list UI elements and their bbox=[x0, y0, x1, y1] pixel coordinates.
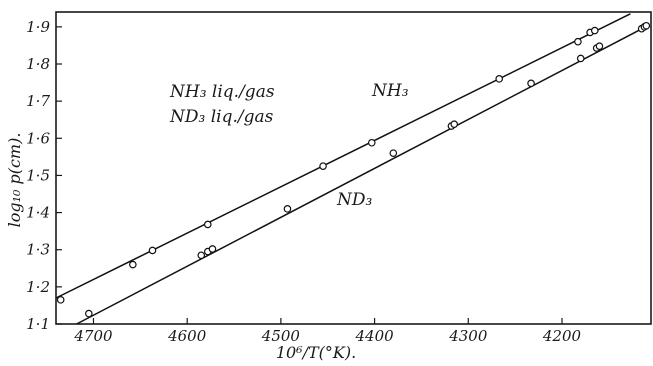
fit-line-nh3 bbox=[55, 13, 631, 299]
x-tick-label: 4700 bbox=[73, 327, 113, 345]
data-point-nd3 bbox=[197, 251, 206, 260]
data-point-nh3 bbox=[574, 37, 582, 46]
x-tick-label: 4600 bbox=[167, 327, 207, 345]
data-point-nh3 bbox=[319, 162, 327, 170]
data-point-nd3 bbox=[208, 245, 217, 253]
data-point-nd3 bbox=[389, 149, 398, 157]
y-tick-label: 1·9 bbox=[26, 18, 50, 36]
data-point-nh3 bbox=[203, 220, 212, 229]
data-point-nd3 bbox=[283, 205, 292, 213]
fit-line-nd3 bbox=[76, 24, 650, 325]
y-tick-label: 1·2 bbox=[26, 278, 50, 296]
y-tick-label: 1·8 bbox=[26, 55, 50, 73]
y-tick-label: 1·6 bbox=[26, 129, 50, 147]
data-point-nh3 bbox=[495, 75, 504, 83]
axis-ticks: 4700 4600 4500 4400 4300 4200 1·1 1·2 1·3 1·4 1·5 1… bbox=[26, 18, 581, 345]
y-tick-label: 1·1 bbox=[26, 315, 50, 333]
series-label-nh3: NH₃ bbox=[371, 81, 409, 101]
x-tick-label: 4200 bbox=[542, 327, 582, 345]
y-tick-label: 1·3 bbox=[26, 241, 50, 259]
x-tick-label: 4500 bbox=[261, 327, 301, 345]
y-tick-label: 1·7 bbox=[26, 92, 50, 110]
plot-border bbox=[55, 11, 652, 325]
annotation-nh3: NH₃ liq./gas bbox=[169, 82, 275, 102]
x-tick-label: 4400 bbox=[354, 327, 394, 345]
data-point-nd3 bbox=[642, 21, 651, 30]
data-point-nd3 bbox=[527, 79, 535, 88]
series-label-nd3: ND₃ bbox=[336, 190, 373, 210]
annotation-nd3: ND₃ liq./gas bbox=[169, 107, 274, 127]
x-tick-label: 4300 bbox=[448, 327, 488, 345]
data-point-nd3 bbox=[595, 42, 604, 50]
fit-lines bbox=[55, 13, 650, 325]
plot-frame bbox=[55, 11, 652, 325]
data-point-nh3 bbox=[148, 246, 157, 255]
data-points bbox=[56, 21, 651, 318]
x-axis-label: 10⁶/T(°K). bbox=[276, 343, 356, 362]
data-point-nh3 bbox=[590, 26, 599, 35]
y-tick-label: 1·4 bbox=[26, 204, 50, 222]
data-point-nh3 bbox=[129, 260, 137, 269]
data-point-nd3 bbox=[84, 309, 93, 318]
data-point-nd3 bbox=[576, 54, 585, 63]
data-point-nh3 bbox=[367, 138, 376, 147]
y-tick-label: 1·5 bbox=[26, 166, 50, 184]
y-axis-label: log₁₀ p(cm). bbox=[5, 133, 24, 228]
data-point-nd3 bbox=[450, 120, 459, 128]
data-point-nh3 bbox=[56, 296, 65, 304]
